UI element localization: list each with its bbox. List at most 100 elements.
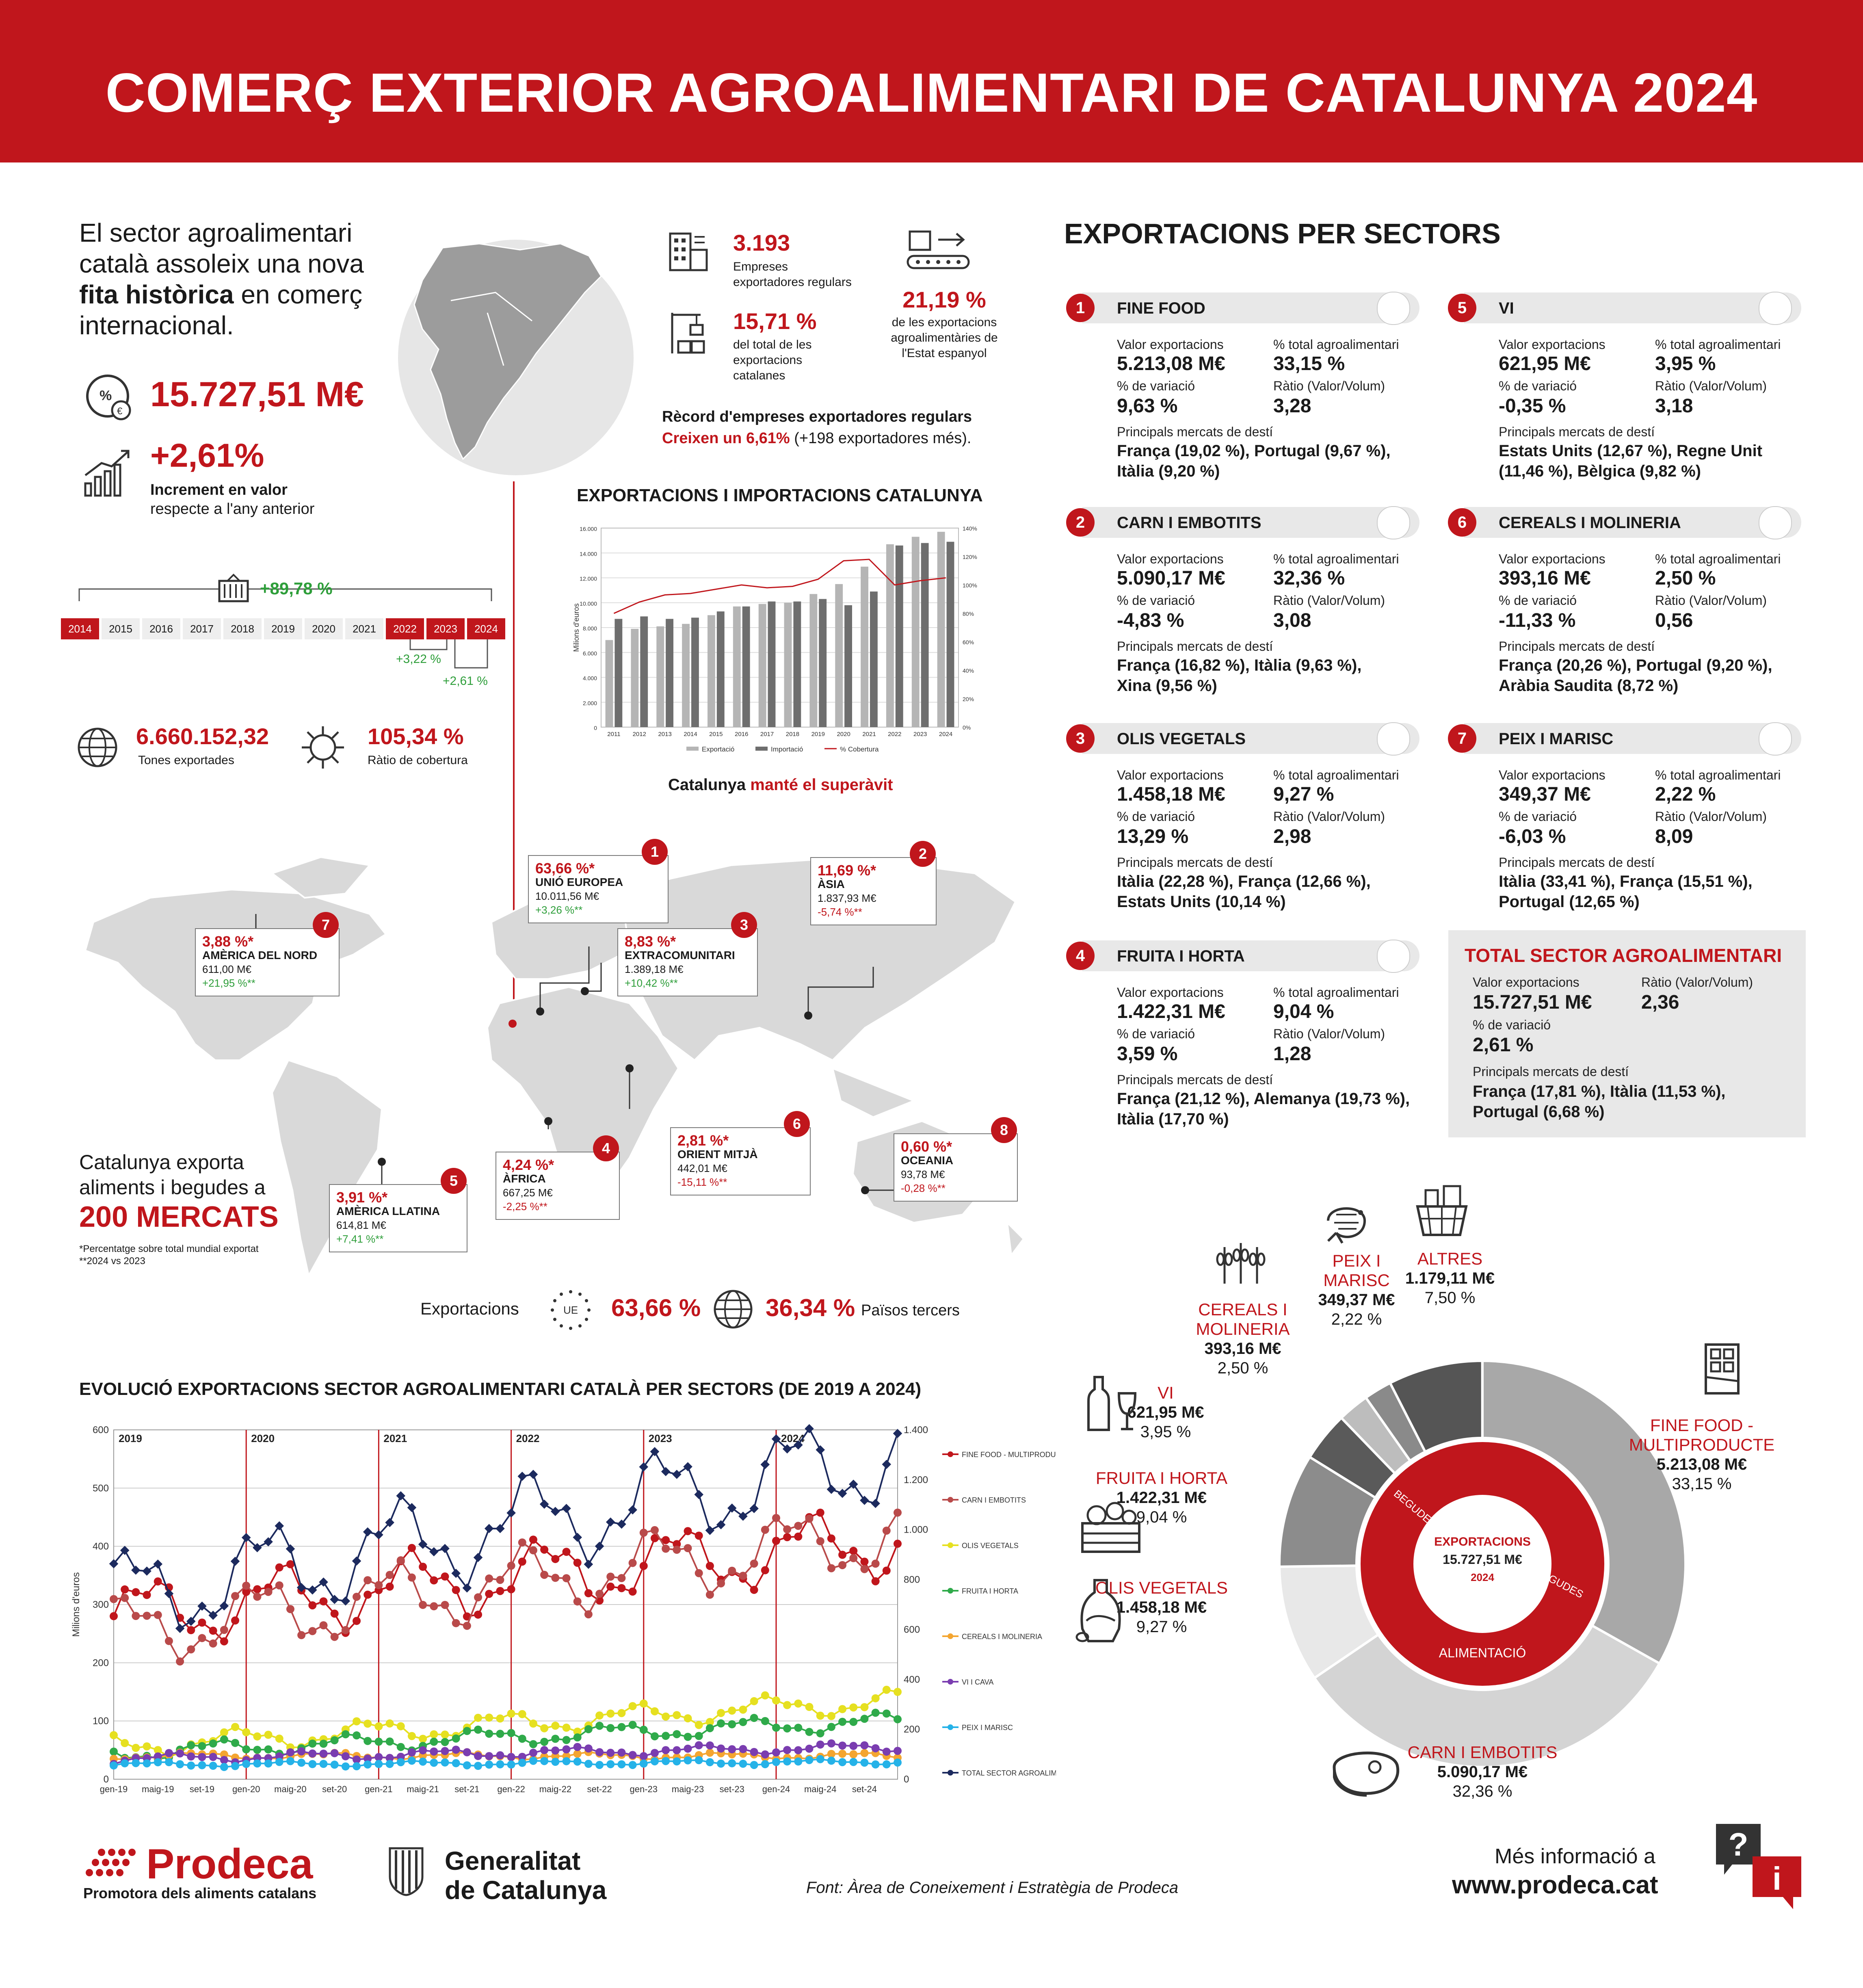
series-point <box>805 1703 814 1711</box>
sector-header <box>1082 940 1419 971</box>
series-point <box>142 1566 151 1576</box>
x-tick-label: maig-23 <box>672 1784 704 1794</box>
donut-center-label: EXPORTACIONS <box>1434 1535 1531 1548</box>
series-point <box>772 1724 780 1732</box>
series-point <box>330 1633 339 1641</box>
var-label: % de variació <box>1117 379 1195 393</box>
olive-oil-icon <box>1075 1579 1121 1642</box>
pct-label: % total agroalimentari <box>1273 337 1399 352</box>
series-point <box>860 1749 869 1757</box>
series-point <box>175 1624 185 1633</box>
series-point <box>650 1732 659 1741</box>
series-point <box>209 1753 217 1761</box>
series-point <box>705 1724 714 1732</box>
series-point <box>717 1744 725 1753</box>
y-tick-label: 16.000 <box>580 526 597 532</box>
series-point <box>894 1540 902 1548</box>
series-point <box>485 1761 493 1769</box>
series-point <box>551 1574 560 1582</box>
series-point <box>198 1634 206 1642</box>
legend-swatch-import <box>755 747 768 751</box>
import-bar <box>946 541 954 727</box>
series-point <box>430 1576 438 1585</box>
series-point <box>198 1742 206 1750</box>
donut-slice <box>1481 1359 1687 1665</box>
series-point <box>540 1545 549 1554</box>
region-box: 2,81 %* ORIENT MITJÀ 442,01 M€ -15,11 %** <box>670 1127 811 1195</box>
series-point <box>673 1546 681 1554</box>
sector-number: 4 <box>1066 942 1095 970</box>
region-change: +3,26 %** <box>535 904 583 916</box>
series-point <box>816 1740 824 1749</box>
website-link[interactable]: www.prodeca.cat <box>1452 1871 1658 1899</box>
y-tick-label: 500 <box>93 1483 109 1494</box>
evolution-title: EVOLUCIÓ EXPORTACIONS SECTOR AGROALIMENT… <box>79 1379 922 1399</box>
series-point <box>684 1756 692 1765</box>
series-point <box>739 1745 747 1753</box>
sectors-title: EXPORTACIONS PER SECTORS <box>1064 218 1501 249</box>
series-point <box>838 1717 847 1726</box>
import-bar <box>819 599 827 727</box>
donut-label-name: CARN I EMBOTITS <box>1407 1743 1558 1762</box>
series-point <box>650 1757 659 1765</box>
series-point <box>827 1750 835 1758</box>
legend-swatch-dot <box>948 1588 953 1594</box>
series-point <box>220 1735 228 1744</box>
series-point <box>717 1719 725 1728</box>
series-point <box>110 1761 118 1770</box>
region-change: -5,74 %** <box>818 906 862 918</box>
legend-swatch-dot <box>948 1497 953 1503</box>
export-bar <box>682 624 690 727</box>
sector-icon <box>1377 940 1410 973</box>
legend-label: OLIS VEGETALS <box>962 1542 1019 1550</box>
series-point <box>441 1738 449 1746</box>
legend-swatch-dot <box>948 1724 953 1730</box>
series-point <box>209 1761 217 1770</box>
series-point <box>430 1758 438 1767</box>
donut-label-value: 349,37 M€ <box>1318 1291 1395 1309</box>
sector-card: 7 PEIX I MARISC Valor exportacions % total … <box>1448 722 1805 926</box>
series-point <box>573 1727 582 1736</box>
timeline-connector <box>409 639 488 669</box>
series-point <box>209 1739 217 1748</box>
series-point <box>341 1762 350 1771</box>
series-point <box>352 1556 361 1566</box>
ratio-label: Ràtio (Valor/Volum) <box>1273 379 1385 393</box>
series-point <box>264 1759 273 1768</box>
legend-label: FRUITA I HORTA <box>962 1587 1018 1595</box>
series-point <box>871 1760 880 1769</box>
series-point <box>716 1520 726 1529</box>
x-tick-label: 2012 <box>633 731 646 738</box>
series-point <box>353 1717 361 1726</box>
share-cat-label: del total de les exportacions catalanes <box>733 338 812 382</box>
series-line <box>113 1512 898 1643</box>
series-point <box>441 1730 449 1739</box>
series-point <box>584 1725 593 1733</box>
sector-name: CEREALS I MOLINERIA <box>1499 514 1681 532</box>
series-point <box>639 1759 648 1768</box>
value-label: Valor exportacions <box>1499 768 1606 782</box>
series-point <box>253 1543 262 1553</box>
sector-name: FRUITA I HORTA <box>1117 947 1245 965</box>
series-point <box>617 1723 626 1731</box>
x-tick-label: gen-20 <box>232 1784 260 1794</box>
south-america <box>271 1059 383 1278</box>
series-point <box>673 1711 681 1719</box>
series-point <box>517 1471 527 1481</box>
sector-name: CARN I EMBOTITS <box>1117 514 1261 532</box>
region-change: -2,25 %** <box>503 1200 547 1213</box>
sector-var: 13,29 % <box>1117 826 1189 847</box>
donut-label-value: 1.179,11 M€ <box>1405 1269 1495 1287</box>
region-box: 8,83 %* EXTRACOMUNITARI 1.389,18 M€ +10,42 … <box>617 928 758 996</box>
donut-label-value: 393,16 M€ <box>1204 1340 1281 1358</box>
y2-tick-label: 80% <box>963 611 974 617</box>
record-title: Rècord d'empreses exportadores regulars <box>662 408 972 425</box>
export-bar <box>886 544 894 727</box>
legend-label: FINE FOOD - MULTIPRODUCTE <box>962 1451 1056 1459</box>
series-point <box>264 1587 273 1596</box>
region-box: 3,88 %* AMÈRICA DEL NORD 611,00 M€ +21,95 %… <box>195 928 340 996</box>
series-point <box>463 1622 471 1630</box>
series-point <box>176 1760 184 1769</box>
series-point <box>485 1713 493 1722</box>
series-point <box>584 1559 593 1569</box>
